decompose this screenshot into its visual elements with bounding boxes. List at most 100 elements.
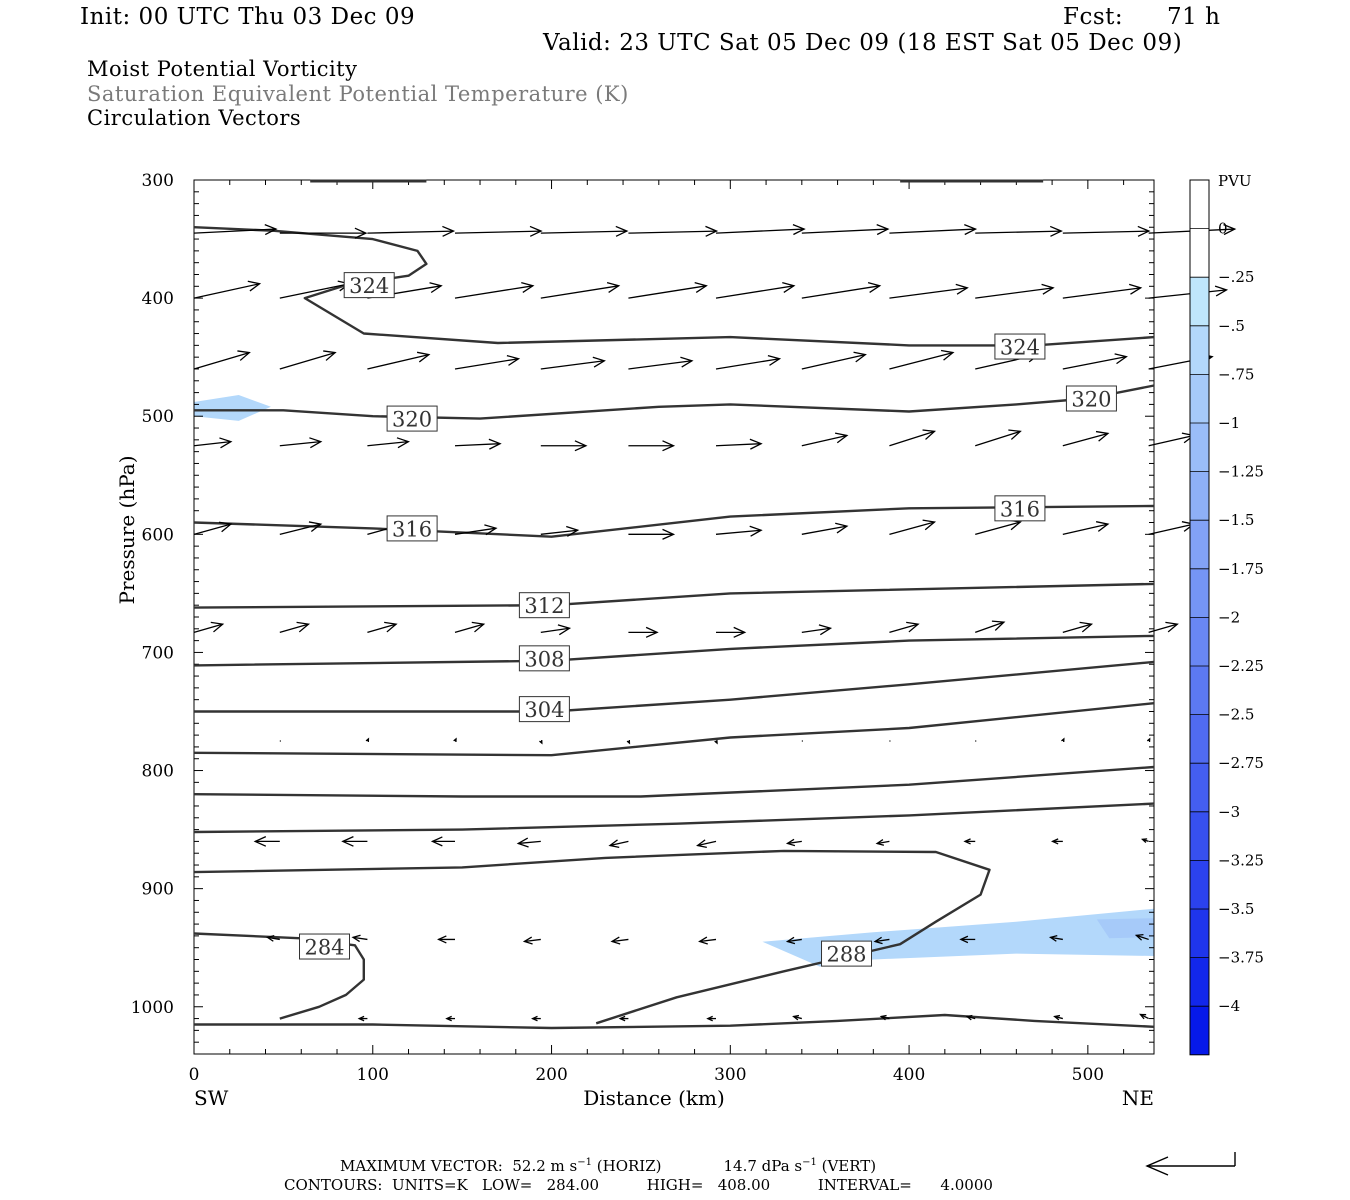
vector-head — [875, 839, 885, 846]
colorbar-swatch — [1190, 325, 1209, 375]
vector-head — [1095, 521, 1110, 532]
circulation-vector — [279, 621, 311, 633]
vector-shaft — [279, 440, 321, 447]
vector-head — [574, 440, 588, 452]
circulation-vector — [539, 739, 543, 745]
init-time: Init: 00 UTC Thu 03 Dec 09 — [80, 4, 416, 30]
vector-head — [1140, 838, 1148, 844]
vector-head — [557, 624, 572, 636]
vector-shaft — [628, 230, 717, 234]
circulation-vector — [626, 739, 631, 745]
circulation-vector — [367, 621, 398, 633]
vector-shaft — [454, 285, 534, 299]
vector-head — [471, 621, 486, 633]
circulation-vector — [801, 351, 867, 370]
circulation-vector — [454, 225, 543, 237]
vector-head — [705, 225, 719, 237]
circulation-vector — [801, 282, 882, 299]
vector-head — [1041, 283, 1055, 295]
colorbar-swatch — [1190, 666, 1209, 715]
x-tick-label: 400 — [893, 1065, 925, 1085]
contour-label: 316 — [392, 517, 432, 541]
contour-label-box — [1065, 385, 1117, 412]
circulation-vector — [628, 225, 719, 237]
max-vector-vert: 14.7 dPa s — [723, 1157, 803, 1175]
vector-shaft — [975, 521, 1021, 535]
forecast-label: Fcst: — [1063, 4, 1124, 30]
vector-head — [1050, 838, 1059, 845]
vector-shaft — [975, 287, 1054, 299]
vector-head — [835, 522, 849, 534]
vector-head — [309, 437, 323, 449]
circulation-vector — [540, 282, 621, 299]
circulation-vector — [540, 440, 588, 452]
circulation-vector — [193, 350, 251, 370]
circulation-vector — [801, 624, 833, 636]
vector-head — [876, 224, 890, 236]
vector-shaft — [889, 351, 954, 370]
circulation-vector — [715, 438, 763, 450]
y-tick-label: 900 — [142, 880, 174, 900]
colorbar-tick-label: −1 — [1218, 414, 1240, 432]
circulation-vector — [716, 626, 747, 638]
circulation-vector — [965, 1014, 976, 1021]
colorbar-tick-label: −3.5 — [1218, 900, 1254, 918]
vector-head — [351, 934, 361, 943]
valid-time: Valid: 23 UTC Sat 05 Dec 09 (18 EST Sat … — [543, 30, 1183, 56]
circulation-vector — [1148, 285, 1229, 299]
circulation-vector — [889, 621, 920, 633]
circulation-vector — [889, 429, 937, 447]
vector-head — [749, 525, 763, 537]
vector-shaft — [975, 621, 1005, 633]
vector-head — [323, 350, 337, 361]
colorbar-swatch — [1190, 568, 1209, 618]
vector-head — [680, 356, 694, 368]
y-tick-label: 600 — [142, 525, 174, 545]
vector-head — [749, 438, 763, 450]
vert-suffix: (VERT) — [816, 1157, 877, 1175]
circulation-vector — [801, 432, 849, 447]
circulation-vector — [193, 437, 233, 449]
vector-head — [1049, 225, 1063, 237]
circulation-vector — [279, 350, 337, 370]
vector-shaft — [715, 358, 780, 370]
circulation-vector — [698, 936, 717, 945]
vector-head — [218, 521, 233, 533]
vector-head — [610, 936, 621, 945]
colorbar-title: PVU — [1218, 172, 1252, 190]
x-tick-label: 500 — [1072, 1065, 1104, 1085]
vector-shaft — [193, 228, 277, 234]
vector-head — [516, 837, 529, 848]
circulation-vector — [1148, 432, 1196, 447]
vector-head — [782, 282, 796, 293]
x-tick-label: 200 — [535, 1065, 567, 1085]
vector-shaft — [1062, 432, 1109, 447]
vector-shaft — [801, 353, 866, 370]
vector-head — [445, 1015, 452, 1022]
vector-shaft — [1062, 523, 1109, 535]
circulation-vector — [628, 440, 676, 452]
colorbar-swatch — [1190, 957, 1209, 1007]
colorbar-tick-label: −1.75 — [1218, 560, 1264, 578]
contour-label: 304 — [524, 698, 564, 722]
vector-head — [592, 356, 606, 368]
vector-head — [991, 620, 1006, 631]
vector-head — [1128, 283, 1143, 295]
circulation-vector — [715, 525, 763, 537]
vector-head — [1214, 285, 1229, 297]
colorbar-swatch — [1190, 374, 1209, 423]
circulation-vector — [975, 283, 1055, 299]
colorbar-swatch — [1190, 423, 1209, 472]
colorbar-swatch — [1190, 180, 1209, 229]
contour-label-box — [518, 645, 570, 672]
circulation-vector — [889, 224, 978, 236]
vector-head — [1114, 353, 1128, 365]
circulation-vector — [975, 620, 1006, 633]
contour-label-box — [299, 933, 351, 960]
vector-shaft — [279, 623, 309, 633]
vector-head — [626, 739, 631, 745]
circulation-vector — [1148, 621, 1179, 633]
circulation-vector — [610, 936, 629, 945]
vector-shaft — [352, 936, 368, 941]
vector-head — [253, 836, 267, 847]
